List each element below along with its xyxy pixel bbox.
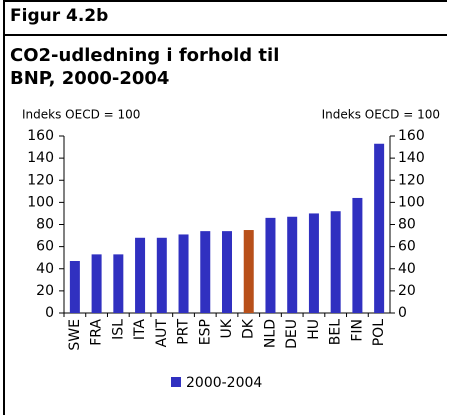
y2-tick-label: 140 bbox=[398, 150, 425, 166]
x-tick-label: DEU bbox=[284, 319, 300, 349]
y2-tick-label: 80 bbox=[398, 217, 416, 233]
figure-label: Figur 4.2b bbox=[10, 6, 109, 26]
bar bbox=[308, 213, 319, 313]
x-tick-label: DK bbox=[241, 318, 257, 339]
y2-tick-label: 120 bbox=[398, 172, 425, 188]
bar bbox=[374, 143, 385, 313]
bar bbox=[352, 197, 363, 313]
y2-tick-label: 20 bbox=[398, 283, 416, 299]
bar bbox=[200, 231, 211, 313]
y2-tick-label: 60 bbox=[398, 239, 416, 255]
y-tick-label: 40 bbox=[36, 261, 54, 277]
bar bbox=[222, 231, 232, 313]
bar bbox=[69, 261, 80, 313]
x-tick-label: AUT bbox=[154, 319, 170, 348]
bar bbox=[243, 230, 254, 313]
y-tick-label: 60 bbox=[36, 239, 54, 255]
bar bbox=[113, 254, 124, 313]
x-tick-label: POL bbox=[371, 319, 387, 346]
x-tick-label: ESP bbox=[197, 319, 213, 345]
bar bbox=[287, 216, 298, 313]
frame-line bbox=[3, 0, 447, 2]
y-tick-label: 100 bbox=[27, 194, 54, 210]
y2-tick-label: 160 bbox=[398, 128, 425, 144]
y2-tick-label: 100 bbox=[398, 194, 425, 210]
x-tick-label: HU bbox=[306, 319, 322, 340]
frame-line bbox=[3, 0, 5, 415]
frame-line bbox=[3, 34, 447, 36]
y-tick-label: 120 bbox=[27, 172, 54, 188]
y2-tick-label: 40 bbox=[398, 261, 416, 277]
y-tick-label: 0 bbox=[45, 305, 54, 321]
legend-swatch bbox=[171, 377, 181, 387]
y-tick-label: 80 bbox=[36, 217, 54, 233]
bar bbox=[265, 217, 276, 313]
legend-label: 2000-2004 bbox=[186, 375, 262, 391]
x-tick-label: FIN bbox=[349, 319, 365, 342]
y-tick-label: 160 bbox=[27, 128, 54, 144]
chart-title: CO2-udledning i forhold til BNP, 2000-20… bbox=[10, 45, 280, 89]
y-tick-label: 140 bbox=[27, 150, 54, 166]
y2-axis-label: Indeks OECD = 100 bbox=[322, 108, 440, 122]
x-tick-label: BEL bbox=[328, 319, 344, 345]
x-tick-label: ITA bbox=[132, 319, 148, 341]
bar bbox=[178, 234, 189, 313]
x-tick-label: UK bbox=[219, 318, 235, 338]
bar bbox=[135, 237, 146, 313]
y2-tick-label: 0 bbox=[398, 305, 407, 321]
bar bbox=[91, 254, 102, 313]
x-tick-label: PRT bbox=[176, 319, 192, 345]
y-tick-label: 20 bbox=[36, 283, 54, 299]
x-tick-label: ISL bbox=[110, 319, 126, 340]
bar bbox=[330, 211, 341, 313]
y-axis-label: Indeks OECD = 100 bbox=[22, 108, 140, 122]
bar bbox=[156, 237, 167, 313]
x-tick-label: NLD bbox=[262, 319, 278, 348]
x-tick-label: SWE bbox=[67, 319, 83, 351]
x-tick-label: FRA bbox=[89, 319, 105, 346]
